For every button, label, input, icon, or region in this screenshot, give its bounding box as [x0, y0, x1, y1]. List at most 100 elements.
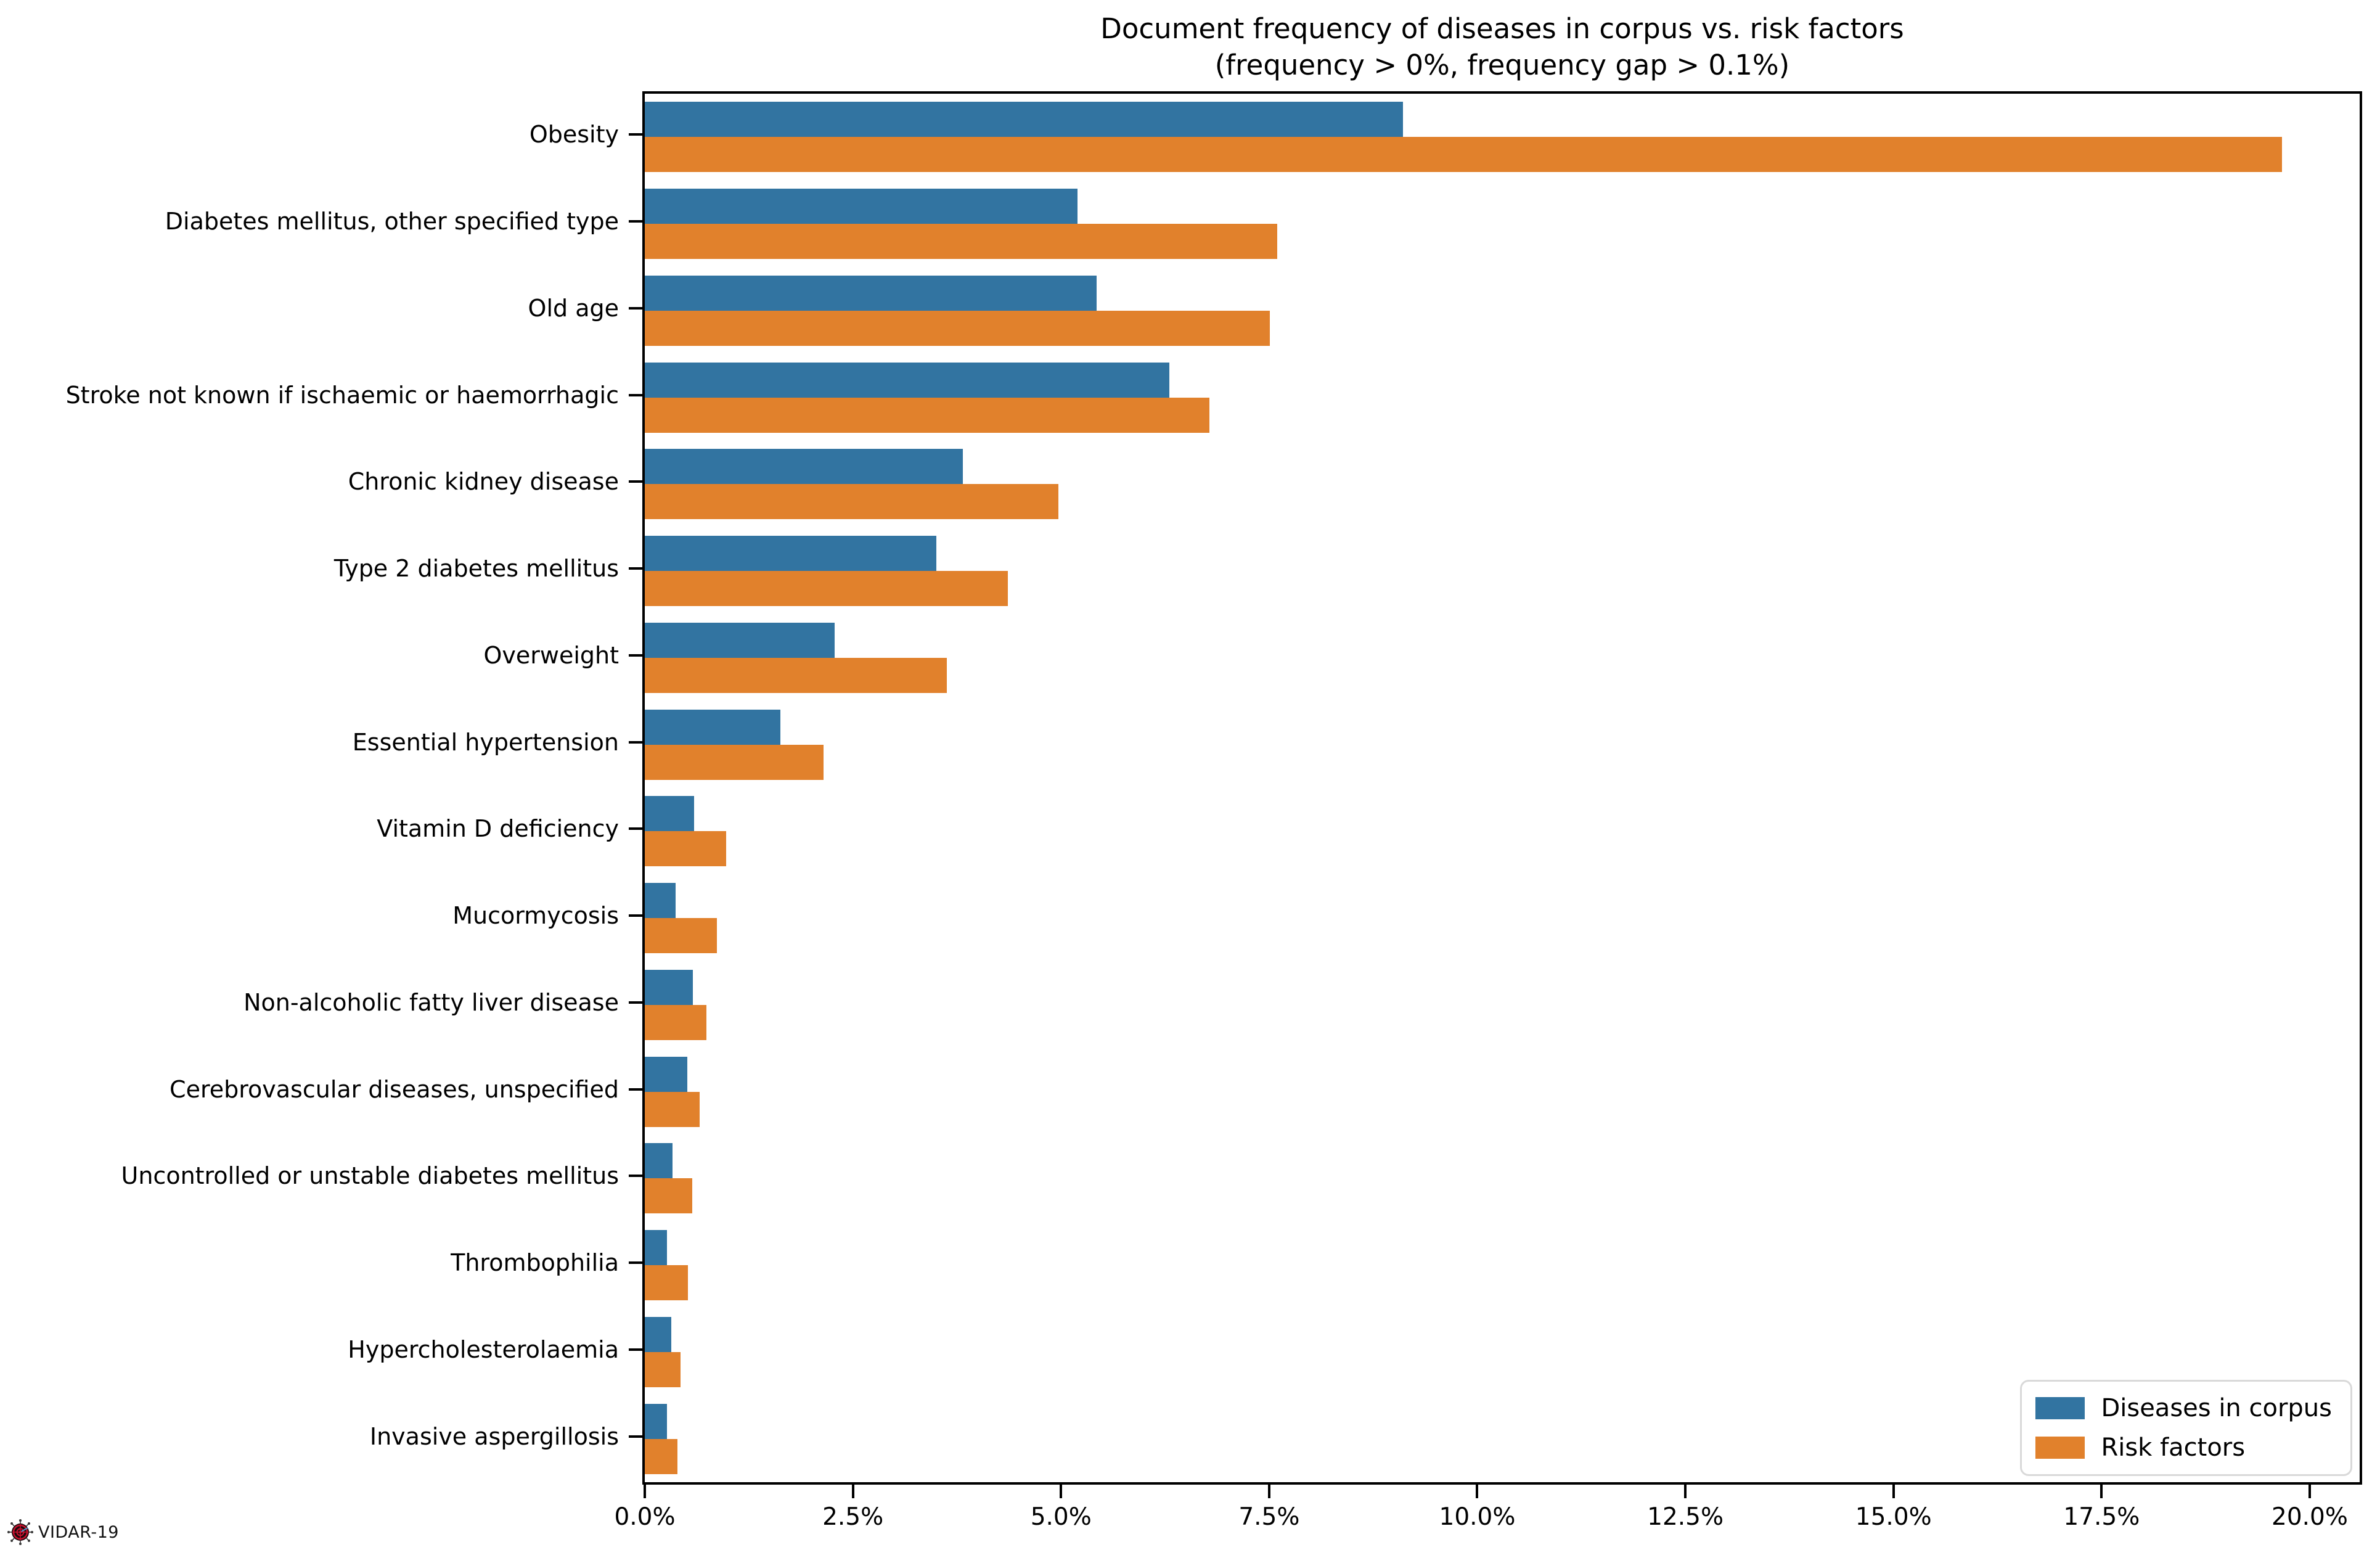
bar-risk-factors	[645, 1438, 677, 1474]
y-axis-label: Invasive aspergillosis	[369, 1422, 619, 1450]
x-tick-mark	[2308, 1485, 2311, 1498]
bar-diseases-in-corpus	[645, 449, 963, 485]
x-tick-mark	[1060, 1485, 1063, 1498]
bar-risk-factors	[645, 1178, 692, 1214]
y-tick-mark	[629, 1088, 642, 1091]
bar-diseases-in-corpus	[645, 1403, 668, 1439]
x-tick-label: 0.0%	[614, 1503, 676, 1531]
y-axis-label: Type 2 diabetes mellitus	[333, 555, 619, 583]
y-tick-mark	[629, 1261, 642, 1265]
y-tick-mark	[629, 654, 642, 657]
y-tick-mark	[629, 914, 642, 917]
bar-risk-factors	[645, 1091, 700, 1127]
legend-item-diseases: Diseases in corpus	[2035, 1394, 2332, 1422]
y-axis-label: Diabetes mellitus, other specified type	[165, 208, 619, 236]
x-tick-mark	[644, 1485, 646, 1498]
bar-diseases-in-corpus	[645, 102, 1404, 137]
bar-risk-factors	[645, 657, 947, 693]
bar-risk-factors	[645, 831, 727, 867]
chart-title: Document frequency of diseases in corpus…	[642, 11, 2362, 83]
y-axis-label: Cerebrovascular diseases, unspecified	[170, 1075, 619, 1103]
bar-risk-factors	[645, 918, 718, 954]
y-tick-mark	[629, 1001, 642, 1004]
x-axis: 0.0% 2.5% 5.0% 7.5% 10.0% 12.5% 15.0% 17.5% 20.0…	[614, 1485, 2362, 1550]
y-tick-mark	[629, 133, 642, 136]
y-axis-label: Mucormycosis	[452, 902, 619, 930]
y-tick-mark	[629, 306, 642, 310]
bar-risk-factors	[645, 1004, 706, 1040]
y-axis-label: Uncontrolled or unstable diabetes mellit…	[121, 1162, 619, 1190]
x-tick-label: 17.5%	[2063, 1503, 2140, 1531]
bar-diseases-in-corpus	[645, 1143, 673, 1179]
legend-label-risk: Risk factors	[2101, 1433, 2246, 1462]
y-axis-label: Old age	[528, 294, 619, 322]
virus-crosshair-icon	[7, 1519, 33, 1545]
x-tick-mark	[851, 1485, 854, 1498]
y-axis-label: Non-alcoholic fatty liver disease	[243, 988, 619, 1016]
bar-risk-factors	[645, 571, 1008, 607]
legend-label-diseases: Diseases in corpus	[2101, 1394, 2332, 1422]
bar-risk-factors	[645, 484, 1059, 520]
x-tick-mark	[1267, 1485, 1270, 1498]
x-tick-mark	[2100, 1485, 2103, 1498]
bar-diseases-in-corpus	[645, 1056, 687, 1092]
chart-title-line1: Document frequency of diseases in corpus…	[1100, 12, 1904, 45]
legend: Diseases in corpus Risk factors	[2020, 1380, 2352, 1476]
y-tick-mark	[629, 827, 642, 830]
y-tick-mark	[629, 220, 642, 223]
bar-risk-factors	[645, 397, 1209, 433]
bar-risk-factors	[645, 310, 1270, 346]
y-axis-label: Overweight	[483, 641, 619, 669]
x-tick-label: 2.5%	[822, 1503, 884, 1531]
y-axis-label: Vitamin D deficiency	[377, 815, 619, 843]
x-tick-label: 20.0%	[2272, 1503, 2348, 1531]
y-tick-mark	[629, 740, 642, 744]
y-axis-labels: Obesity Diabetes mellitus, other specifie…	[0, 91, 619, 1485]
bar-diseases-in-corpus	[645, 796, 694, 832]
watermark-text: VIDAR-19	[38, 1522, 119, 1542]
bar-diseases-in-corpus	[645, 969, 693, 1005]
y-axis-label: Hypercholesterolaemia	[348, 1335, 619, 1363]
bar-diseases-in-corpus	[645, 622, 835, 658]
y-tick-mark	[629, 1175, 642, 1178]
legend-swatch-diseases	[2035, 1397, 2085, 1419]
bar-risk-factors	[645, 744, 824, 780]
y-axis-label: Thrombophilia	[451, 1249, 619, 1277]
bar-diseases-in-corpus	[645, 1230, 668, 1266]
x-tick-label: 10.0%	[1439, 1503, 1516, 1531]
y-tick-mark	[629, 480, 642, 483]
bar-diseases-in-corpus	[645, 189, 1078, 224]
x-tick-label: 5.0%	[1030, 1503, 1092, 1531]
bar-diseases-in-corpus	[645, 362, 1169, 398]
x-tick-mark	[1892, 1485, 1895, 1498]
y-axis-label: Essential hypertension	[352, 728, 619, 756]
bar-risk-factors	[645, 1351, 681, 1387]
chart-title-line2: (frequency > 0%, frequency gap > 0.1%)	[1214, 48, 1790, 81]
bar-diseases-in-corpus	[645, 709, 781, 745]
bar-risk-factors	[645, 224, 1278, 260]
bar-diseases-in-corpus	[645, 275, 1097, 311]
x-tick-label: 12.5%	[1647, 1503, 1724, 1531]
legend-swatch-risk	[2035, 1437, 2085, 1459]
plot-area	[645, 94, 2360, 1482]
y-tick-mark	[629, 1435, 642, 1438]
watermark: VIDAR-19	[7, 1519, 119, 1545]
bar-risk-factors	[645, 137, 2283, 173]
y-tick-mark	[629, 1348, 642, 1351]
bar-risk-factors	[645, 1265, 689, 1301]
y-axis-label: Stroke not known if ischaemic or haemorr…	[65, 381, 619, 409]
legend-item-risk: Risk factors	[2035, 1433, 2332, 1462]
y-tick-mark	[629, 393, 642, 396]
y-tick-mark	[629, 567, 642, 570]
x-tick-label: 7.5%	[1238, 1503, 1300, 1531]
x-tick-mark	[1684, 1485, 1687, 1498]
y-axis-ticks	[629, 91, 642, 1485]
x-tick-label: 15.0%	[1855, 1503, 1932, 1531]
y-axis-label: Obesity	[529, 121, 619, 149]
bar-diseases-in-corpus	[645, 536, 936, 572]
plot-axes: Diseases in corpus Risk factors	[642, 91, 2362, 1485]
y-axis-label: Chronic kidney disease	[348, 468, 619, 496]
bar-diseases-in-corpus	[645, 883, 676, 919]
bar-diseases-in-corpus	[645, 1316, 672, 1352]
